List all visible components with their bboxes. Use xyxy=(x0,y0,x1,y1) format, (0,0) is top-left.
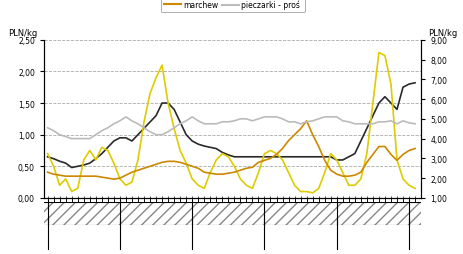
Text: PLN/kg: PLN/kg xyxy=(428,28,457,38)
Legend: cebula, marchew, pomidory - proś, pieczarki - proś: cebula, marchew, pomidory - proś, piecza… xyxy=(161,0,305,13)
Text: PLN/kg: PLN/kg xyxy=(8,28,38,38)
